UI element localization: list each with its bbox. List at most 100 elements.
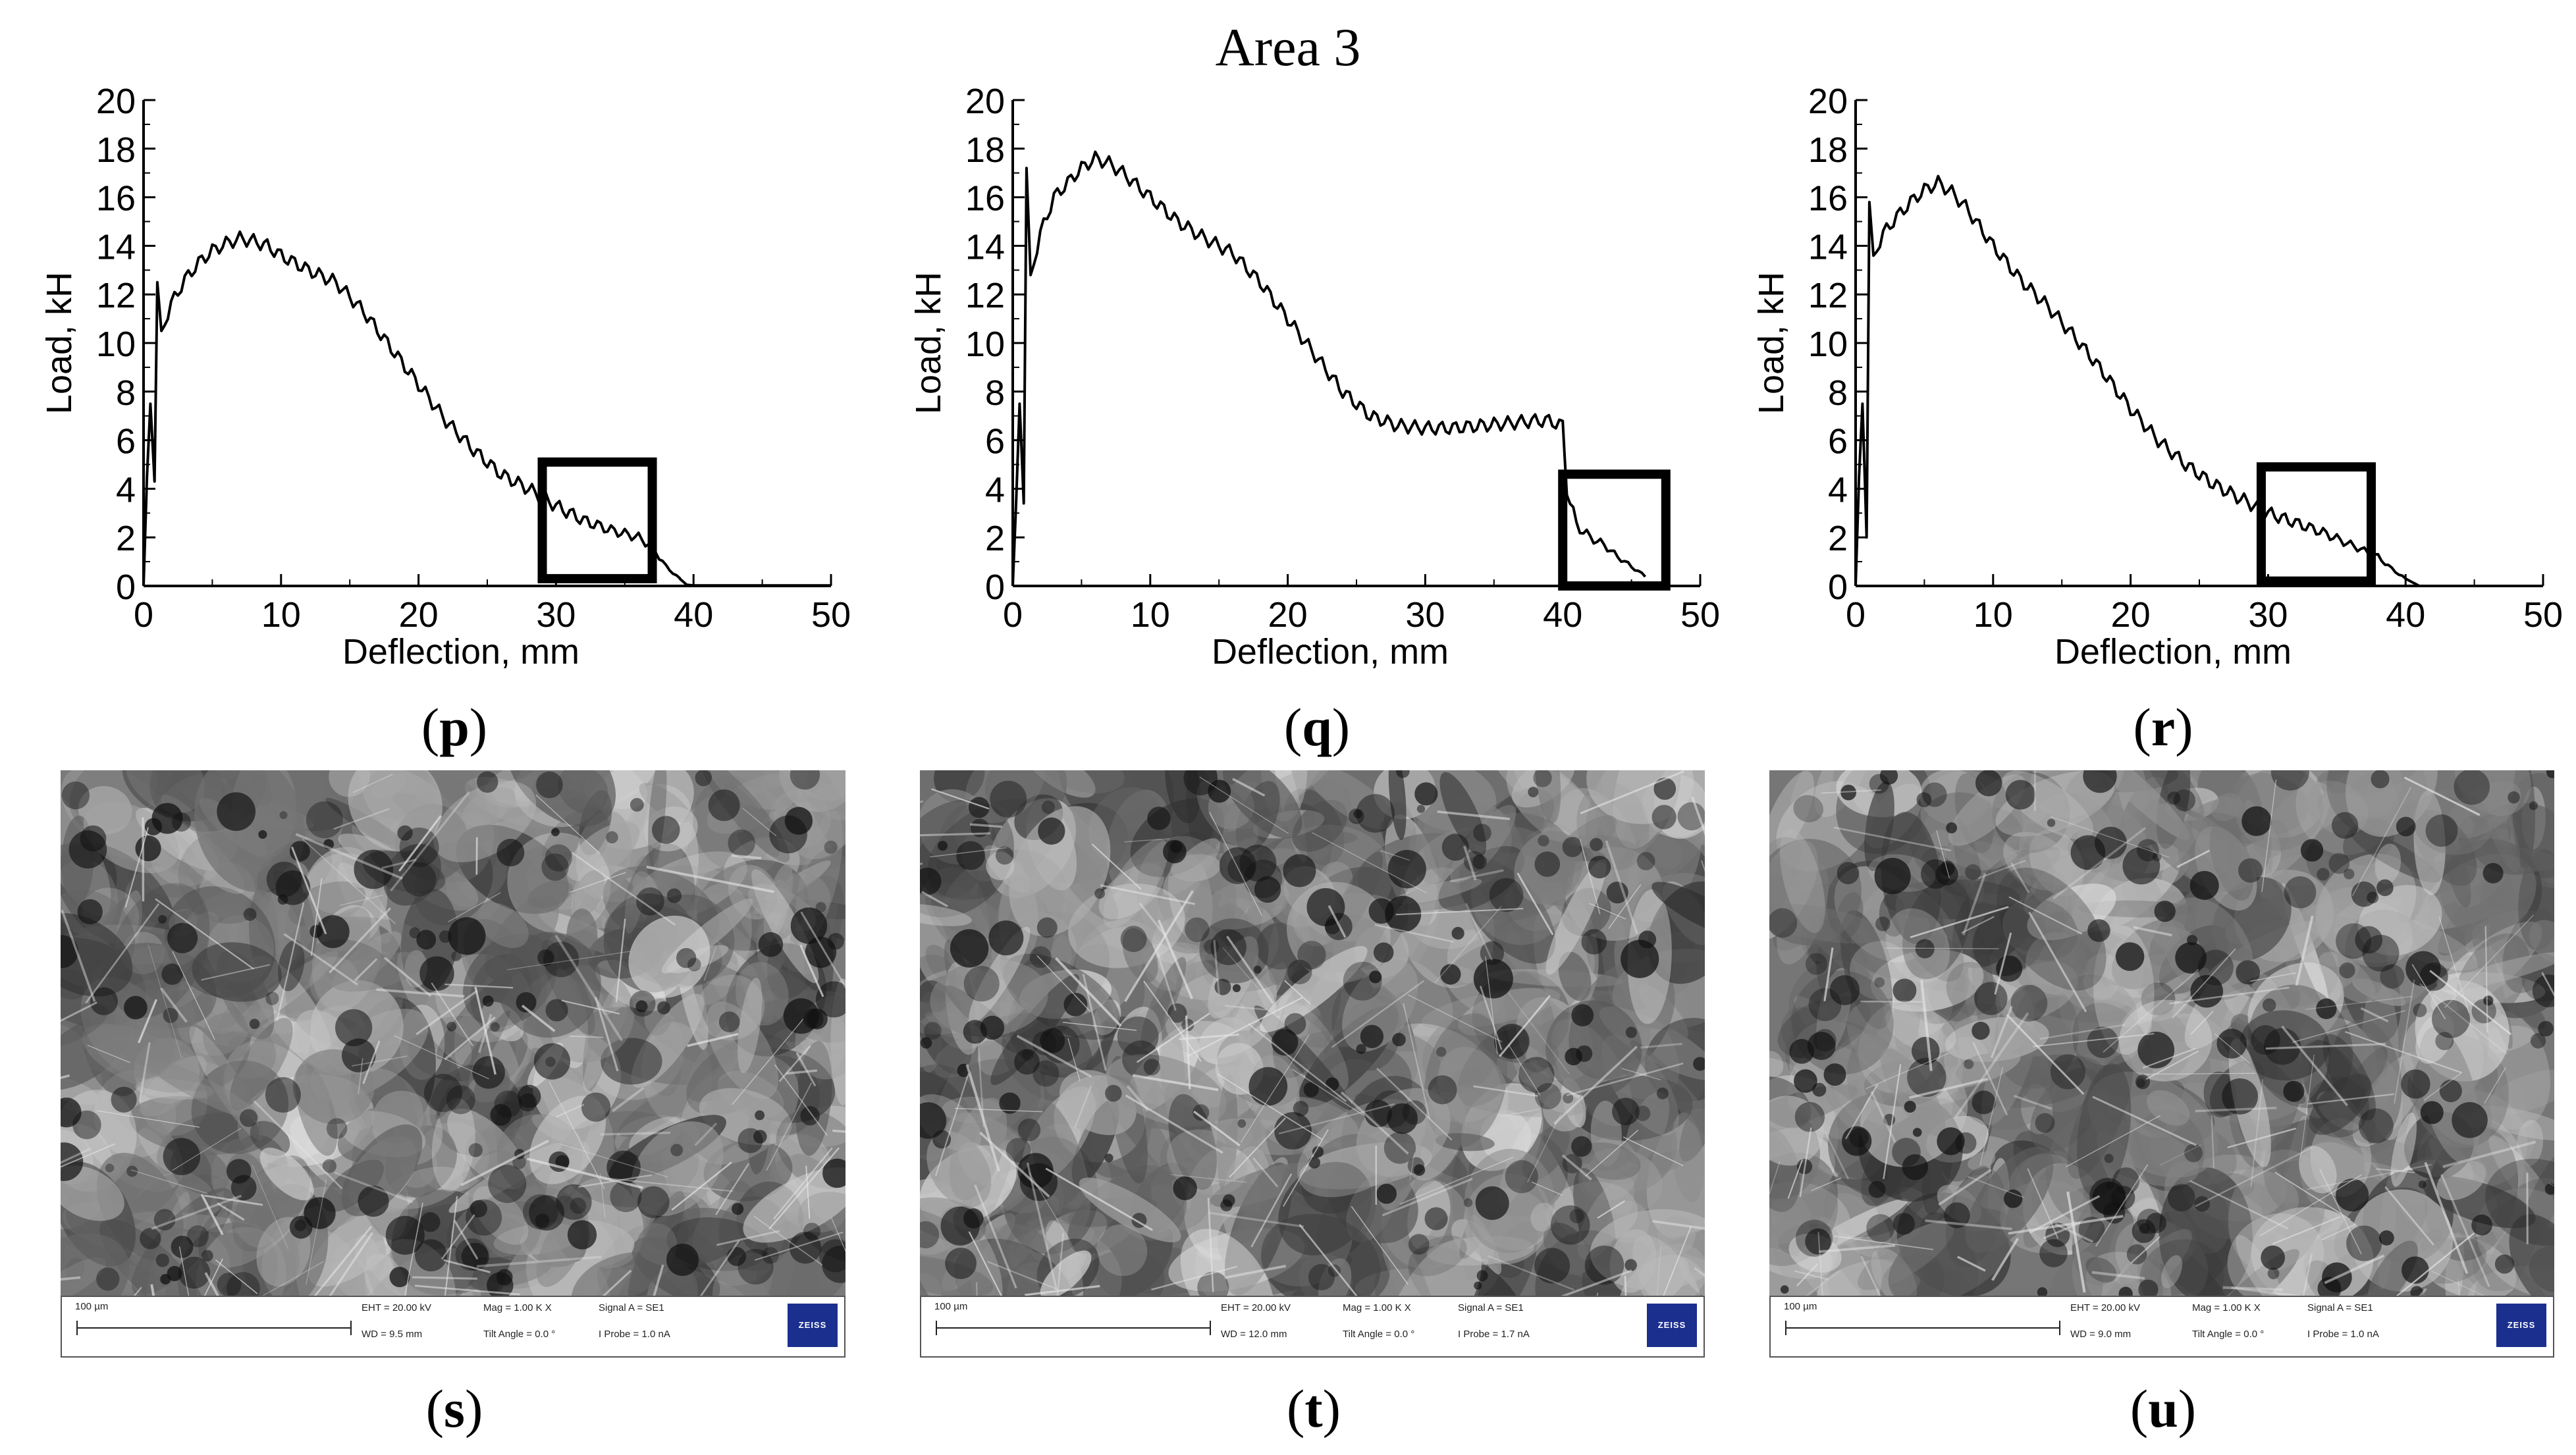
sem-ridge (1488, 1255, 1574, 1291)
sem-dimple (2284, 876, 2317, 909)
sem-facet (2529, 920, 2554, 963)
sem-ridge (448, 892, 501, 922)
sem-dimple (2112, 1167, 2140, 1195)
sem-dimple (1892, 1138, 1921, 1167)
sem-ridge (2484, 1067, 2506, 1104)
sem-dimple (1396, 770, 1410, 778)
sem-dimple (822, 1158, 845, 1188)
sem-dimple (2089, 1178, 2126, 1214)
sem-ridge (604, 1177, 733, 1192)
sem-dimple (2355, 926, 2383, 954)
sem-ridge (2302, 1253, 2313, 1296)
zeiss-logo: ZEISS (2496, 1304, 2546, 1347)
sem-ridge (2095, 1164, 2149, 1247)
sem-facet (920, 903, 972, 926)
sem-ridge (148, 944, 182, 1058)
y-tick-label: 14 (965, 227, 1005, 267)
sem-ridge (1806, 1271, 1840, 1296)
sem-ridge (716, 1230, 780, 1246)
sem-dimple (2401, 1069, 2430, 1099)
sem-dimple (2331, 812, 2359, 839)
param-wd: WD = 9.5 mm (362, 1329, 423, 1340)
sem-dimple (1463, 1198, 1473, 1207)
sem-dimple (1284, 1013, 1306, 1035)
sem-dimple (126, 1165, 138, 1177)
sem-ridge (2272, 1216, 2341, 1245)
sem-ridge (2144, 1072, 2255, 1075)
sem-facet (2454, 770, 2531, 816)
sem-dimple (1392, 1032, 1406, 1047)
sem-dimple (666, 888, 682, 903)
sem-dimple (2420, 1101, 2444, 1124)
sem-dimple (167, 922, 198, 953)
sem-dimple (163, 1138, 201, 1175)
y-tick-label: 8 (985, 373, 1005, 413)
sem-ridge (443, 1259, 491, 1273)
panel-label-p: (p) (421, 697, 488, 757)
sem-dimple (1550, 1205, 1590, 1245)
sem-dimple (2402, 1256, 2429, 1284)
sem-ridge (1994, 932, 2012, 995)
sem-dimple (1569, 1209, 1584, 1224)
sem-ridge (1291, 1069, 1364, 1116)
sem-dimple (988, 920, 1024, 956)
panel-label-t: (t) (1287, 1379, 1341, 1439)
sem-dimple (2087, 1026, 2119, 1059)
sem-dimple (265, 992, 279, 1005)
sem-ridge (1860, 1000, 1922, 1003)
sem-dimple (2371, 770, 2390, 789)
sem-facet (1885, 1004, 1956, 1053)
sem-dimple (1094, 888, 1106, 899)
sem-ridge (1437, 810, 1511, 820)
sem-ridge (358, 1058, 363, 1094)
sem-facet (1651, 882, 1705, 938)
sem-facet (348, 770, 443, 852)
sem-dimple (803, 1223, 821, 1240)
sem-dimple (1040, 1028, 1065, 1053)
sem-dimple (402, 862, 437, 897)
sem-dimple (1017, 1118, 1041, 1142)
x-tick-label: 30 (1405, 595, 1445, 635)
sem-dimple (2482, 862, 2504, 884)
sem-dimple (2152, 852, 2162, 862)
sem-ridge (313, 1225, 373, 1296)
sem-ridge (1312, 832, 1428, 893)
sem-facet (229, 1018, 293, 1111)
sem-dimple (1534, 1248, 1570, 1284)
sem-dimple (1038, 817, 1065, 845)
sem-dimple (1019, 1163, 1058, 1202)
sem-ridge (1597, 1200, 1625, 1219)
sem-facet (1165, 770, 1201, 824)
x-tick-label: 40 (674, 595, 713, 635)
sem-ridge (732, 854, 762, 860)
y-tick-label: 16 (965, 179, 1005, 219)
sem-dimple (1769, 908, 1798, 938)
load-deflection-chart-p: 0 2 4 6 8 10 12 14 16 18 20 0 10 20 30 40 50 Deflection, … (26, 79, 882, 685)
sem-ridge (1207, 1198, 1214, 1292)
sem-facet (2082, 953, 2122, 1001)
y-tick-label: 18 (1808, 130, 1848, 170)
sem-ridge (1328, 905, 1347, 938)
sem-dimple (1033, 1060, 1060, 1087)
sem-ridge (383, 957, 432, 997)
sem-dimple (2037, 1287, 2048, 1296)
sem-ridge (1025, 1284, 1100, 1296)
sem-dimple (1271, 1028, 1299, 1056)
sem-facet (1043, 770, 1125, 793)
y-tick-label: 4 (1828, 470, 1848, 510)
sem-ridge (2054, 1223, 2094, 1243)
sem-facet (2469, 1105, 2554, 1141)
sem-facet (2239, 1010, 2330, 1081)
sem-ridge (1811, 1177, 1842, 1192)
sem-dimple (2262, 998, 2276, 1012)
sem-ridge (2424, 1161, 2469, 1274)
sem-ridge (599, 1173, 606, 1218)
sem-ridge (178, 1246, 190, 1296)
sem-dimple (695, 770, 712, 787)
sem-ridge (965, 1064, 1000, 1172)
load-deflection-chart-q: 0 2 4 6 8 10 12 14 16 18 20 0 10 20 30 40 50 Deflection, … (896, 79, 1752, 685)
sem-ridge (362, 1040, 381, 1084)
sem-ridge (1125, 1094, 1223, 1154)
sem-dimple (2454, 770, 2490, 805)
sem-ridge (1532, 1181, 1563, 1196)
